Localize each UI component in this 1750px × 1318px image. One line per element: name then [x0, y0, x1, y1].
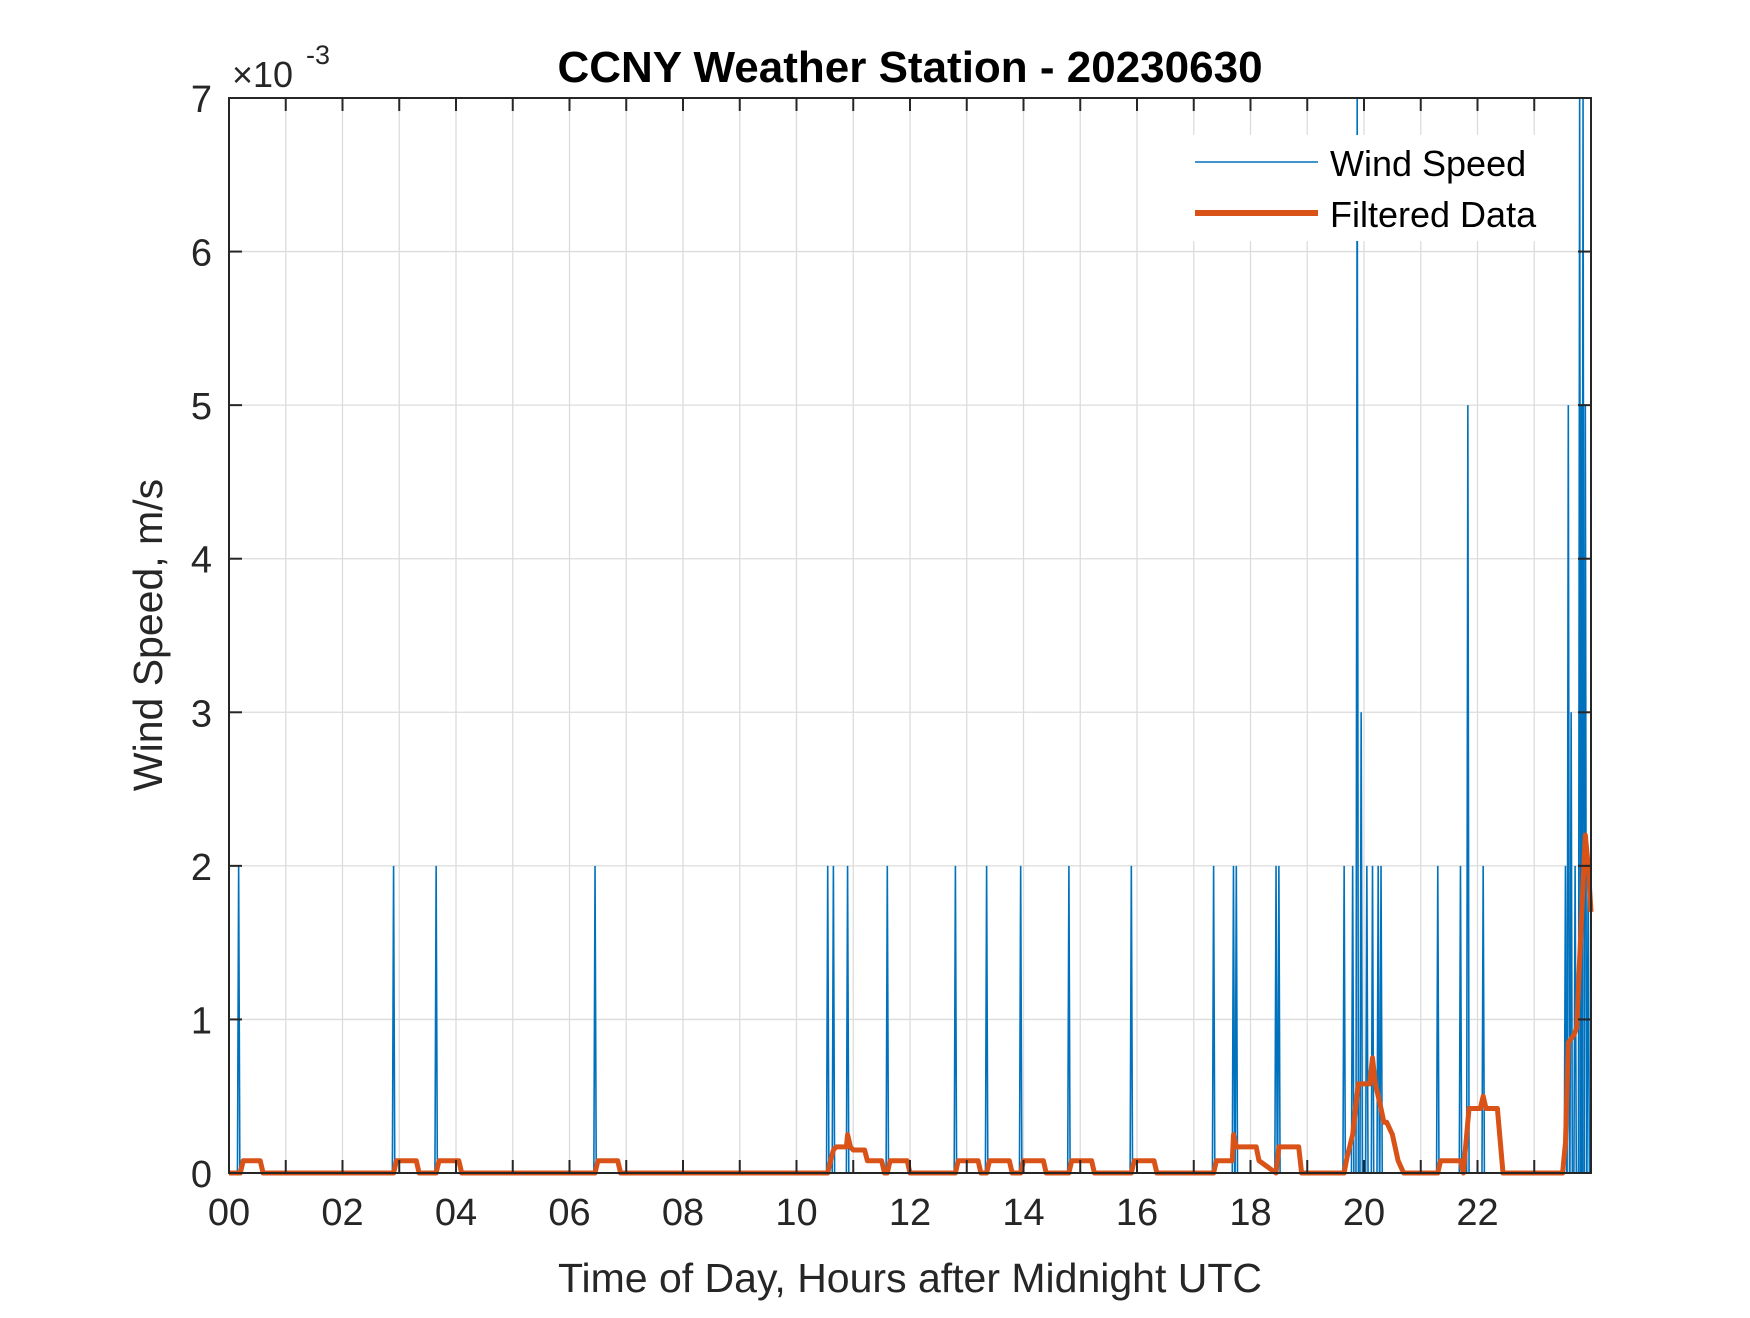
wind-speed-spike — [1569, 712, 1574, 1174]
wind-speed-spike — [1350, 865, 1355, 1174]
axis-ticks — [228, 97, 1592, 1174]
wind-speed-spike — [1458, 865, 1463, 1174]
wind-speed-spike — [1379, 865, 1384, 1174]
wind-speed-spike — [1129, 865, 1134, 1174]
wind-speed-spike — [885, 865, 890, 1174]
y-tick-label: 1 — [191, 1000, 212, 1042]
wind-speed-spike — [1234, 865, 1239, 1174]
wind-speed-spike — [1276, 865, 1281, 1174]
chart-title: CCNY Weather Station - 20230630 — [557, 43, 1262, 92]
x-tick-label: 08 — [662, 1192, 704, 1234]
legend: Wind Speed Filtered Data — [1180, 135, 1560, 241]
x-tick-label: 06 — [548, 1192, 590, 1234]
wind-speed-spike — [953, 865, 958, 1174]
wind-speed-spike — [1481, 865, 1486, 1174]
y-tick-label: 6 — [191, 233, 212, 275]
wind-speed-spike — [825, 865, 830, 1174]
y-tick-label: 0 — [191, 1154, 212, 1196]
y-exponent-power: -3 — [306, 40, 330, 70]
wind-speed-spike — [434, 865, 439, 1174]
wind-speed-spike — [1342, 865, 1347, 1174]
y-axis-label: Wind Speed, m/s — [125, 479, 171, 791]
y-tick-label: 7 — [191, 79, 212, 121]
y-tick-label: 4 — [191, 540, 212, 582]
wind-speed-spike — [984, 865, 989, 1174]
x-tick-label: 18 — [1229, 1192, 1271, 1234]
wind-speed-spike — [1465, 405, 1470, 1174]
x-tick-label: 10 — [775, 1192, 817, 1234]
x-tick-label: 04 — [435, 1192, 477, 1234]
y-tick-label: 2 — [191, 847, 212, 889]
legend-label-wind-speed: Wind Speed — [1330, 143, 1526, 184]
y-exponent-multiplier: ×10 — [232, 54, 293, 95]
wind-speed-spike — [1231, 865, 1236, 1174]
x-tick-label: 02 — [321, 1192, 363, 1234]
x-tick-label: 20 — [1343, 1192, 1385, 1234]
wind-speed-spike — [1435, 865, 1440, 1174]
legend-label-filtered-data: Filtered Data — [1330, 194, 1537, 235]
y-tick-label: 3 — [191, 693, 212, 735]
wind-speed-spike — [831, 865, 836, 1174]
wind-speed-spike — [1566, 405, 1571, 1174]
x-tick-label: 16 — [1116, 1192, 1158, 1234]
wind-speed-spike — [845, 865, 850, 1174]
wind-speed-spike — [391, 865, 396, 1174]
x-tick-label: 14 — [1002, 1192, 1044, 1234]
y-tick-label: 5 — [191, 386, 212, 428]
wind-speed-spike — [1359, 712, 1364, 1174]
wind-speed-spike — [1211, 865, 1216, 1174]
wind-speed-spike — [1018, 865, 1023, 1174]
wind-speed-spike — [593, 865, 598, 1174]
wind-speed-spike — [1066, 865, 1071, 1174]
wind-speed-spike — [1274, 865, 1279, 1174]
wind-speed-spike — [1364, 865, 1369, 1174]
x-tick-label: 12 — [889, 1192, 931, 1234]
wind-speed-spike — [1573, 865, 1578, 1174]
x-tick-label: 22 — [1456, 1192, 1498, 1234]
x-tick-label: 00 — [208, 1192, 250, 1234]
wind-speed-spike — [1376, 865, 1381, 1174]
x-axis-label: Time of Day, Hours after Midnight UTC — [558, 1255, 1262, 1301]
legend-box — [1180, 135, 1560, 241]
